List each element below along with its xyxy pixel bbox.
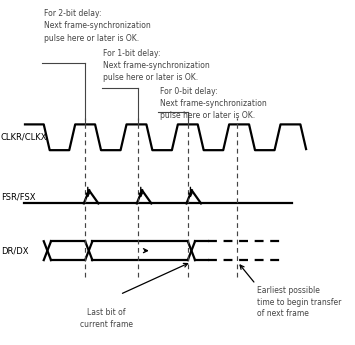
- Text: DR/DX: DR/DX: [1, 246, 28, 255]
- Text: For 0-bit delay:
Next frame-synchronization
pulse here or later is OK.: For 0-bit delay: Next frame-synchronizat…: [160, 87, 266, 120]
- Text: Earliest possible
time to begin transfer
of next frame: Earliest possible time to begin transfer…: [257, 286, 342, 318]
- Text: FSR/FSX: FSR/FSX: [1, 193, 35, 201]
- Text: For 2-bit delay:
Next frame-synchronization
pulse here or later is OK.: For 2-bit delay: Next frame-synchronizat…: [44, 9, 151, 42]
- Text: Last bit of
current frame: Last bit of current frame: [80, 308, 133, 329]
- Text: CLKR/CLKX: CLKR/CLKX: [1, 133, 47, 142]
- Text: For 1-bit delay:
Next frame-synchronization
pulse here or later is OK.: For 1-bit delay: Next frame-synchronizat…: [103, 49, 210, 82]
